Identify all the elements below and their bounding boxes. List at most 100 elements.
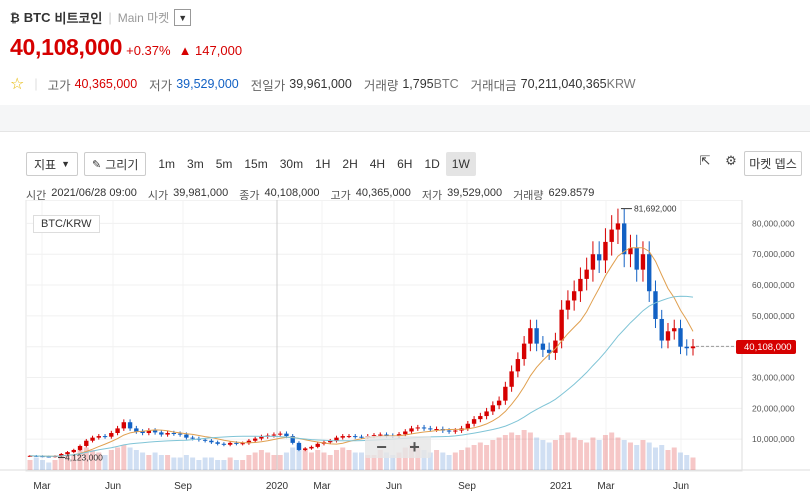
x-tick-label: 2020 <box>266 481 289 492</box>
volume-bar <box>421 450 427 470</box>
volume-bar <box>165 455 171 470</box>
timeframe-1D[interactable]: 1D <box>424 157 440 171</box>
stats-row: ☆ | 고가 40,365,000 저가 39,529,000 전일가 39,9… <box>10 74 636 94</box>
volume-bar <box>627 442 633 470</box>
candle-body <box>578 278 583 292</box>
x-tick-label: Sep <box>458 481 476 492</box>
indicator-button[interactable]: 지표 ▼ <box>26 152 79 176</box>
volume-bar <box>590 437 596 470</box>
coin-header: ₿ BTC 비트코인 | Main 마켓 ▼ 40,108,000 +0.37%… <box>0 0 810 105</box>
btc-icon: ₿ <box>10 10 20 25</box>
volume-bar <box>352 452 358 470</box>
current-price: 40,108,000 <box>10 34 123 60</box>
zoom-out-button[interactable]: − <box>376 436 387 457</box>
candle-body <box>553 340 558 353</box>
timeframe-5m[interactable]: 5m <box>215 157 233 171</box>
x-tick-label: 2021 <box>550 481 573 492</box>
timeframe-2H[interactable]: 2H <box>342 157 358 171</box>
volume-bar <box>277 455 283 470</box>
volume-bar <box>127 447 133 470</box>
pencil-icon: ✎ <box>92 158 102 171</box>
fullscreen-icon[interactable]: ⇱ <box>699 153 711 168</box>
volume-bar <box>58 455 64 470</box>
timeframe-15m[interactable]: 15m <box>244 157 268 171</box>
x-tick-label: Sep <box>174 481 192 492</box>
volume-bar <box>677 452 683 470</box>
volume-bar <box>602 435 608 470</box>
gear-icon[interactable]: ⚙ <box>725 153 737 168</box>
volume-bar <box>302 450 308 470</box>
candle-body <box>271 434 277 436</box>
timeframe-4H[interactable]: 4H <box>369 157 386 171</box>
zoom-in-button[interactable]: + <box>409 436 420 457</box>
candle-body <box>684 346 689 349</box>
candle-body <box>403 431 408 435</box>
candle-body <box>227 442 233 445</box>
volume-bar <box>690 457 696 470</box>
low-value: 39,529,000 <box>176 77 239 91</box>
candle-body <box>96 436 101 438</box>
market-dropdown-button[interactable]: ▼ <box>174 9 192 26</box>
ohlc-open-label: 시가 <box>147 190 169 202</box>
volume-bar <box>208 457 214 470</box>
price-chart[interactable]: 80,000,000 70,000,000 60,000,000 50,000,000… <box>0 200 810 497</box>
candle-body <box>121 422 127 429</box>
volume-bar <box>240 460 246 470</box>
volume-bar <box>609 432 615 470</box>
ohlc-vol-label: 거래량 <box>513 190 544 202</box>
ohlc-time-label: 시간 <box>26 190 47 202</box>
volume-bar <box>333 450 339 470</box>
candle-body <box>640 254 646 270</box>
draw-label: 그리기 <box>105 157 139 172</box>
candle-body <box>378 434 383 436</box>
volume-bar <box>140 452 146 470</box>
volume-bar <box>634 445 640 470</box>
volume-bar <box>577 440 583 470</box>
timeframe-1H[interactable]: 1H <box>315 157 331 171</box>
candle-body <box>202 439 208 441</box>
ma-short-line <box>29 247 694 457</box>
x-tick-label: Mar <box>33 481 51 492</box>
timeframe-3m[interactable]: 3m <box>187 157 204 171</box>
timeframe-1m[interactable]: 1m <box>158 157 176 171</box>
ohlc-low: 39,529,000 <box>447 187 503 199</box>
x-tick-label: Jun <box>386 481 402 492</box>
candle-body <box>634 248 639 270</box>
volume-bar <box>540 440 546 470</box>
candle-body <box>90 437 95 441</box>
volume-bar <box>221 460 227 470</box>
candle-body <box>284 433 289 437</box>
chevron-down-icon: ▼ <box>178 12 188 23</box>
candle-body <box>490 405 496 412</box>
volume-bar <box>584 442 590 470</box>
candle-body <box>415 427 420 429</box>
volume-bar <box>171 457 177 470</box>
volume-bar <box>459 450 465 470</box>
volume-bar <box>490 440 496 470</box>
y-tick-label: 60,000,000 <box>752 280 795 290</box>
indicator-label: 지표 <box>34 157 57 172</box>
volume-bar <box>477 442 483 470</box>
caret-down-icon: ▼ <box>61 159 71 169</box>
volume-bar <box>371 455 377 470</box>
volume-bar <box>659 445 665 470</box>
candle-body <box>409 428 414 432</box>
volume-bar <box>196 460 202 470</box>
candle-body <box>622 223 627 255</box>
candle-body <box>690 346 696 349</box>
draw-button[interactable]: ✎ 그리기 <box>84 152 147 176</box>
candle-body <box>540 343 546 350</box>
candle-body <box>371 435 377 437</box>
volume-bar <box>77 450 83 470</box>
candle-body <box>353 436 358 438</box>
volume-bar <box>83 447 89 470</box>
chart-toolbar: 지표 ▼ ✎ 그리기 1m 3m 5m 15m 30m 1H 2H 4H 6H 1D 1W <box>26 151 476 177</box>
candle-body <box>146 430 152 434</box>
timeframe-6H[interactable]: 6H <box>397 157 413 171</box>
favorite-star-icon[interactable]: ☆ <box>10 76 25 93</box>
timeframe-1W[interactable]: 1W <box>445 152 476 176</box>
volume-bar <box>534 437 540 470</box>
volume-bar <box>158 455 164 470</box>
timeframe-30m[interactable]: 30m <box>279 157 304 171</box>
market-depth-button[interactable]: 마켓 뎁스 <box>744 151 802 176</box>
